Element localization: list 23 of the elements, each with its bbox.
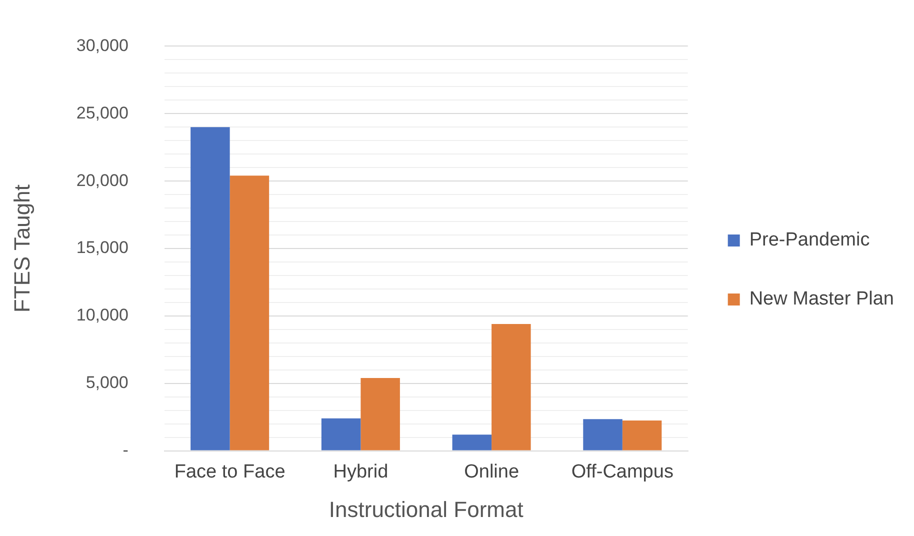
y-tick-label: 20,000 [76,170,128,190]
x-tick-label: Hybrid [333,461,388,482]
bar [230,176,270,450]
y-tick-label: 15,000 [76,238,128,258]
y-axis-title: FTES Taught [9,184,34,312]
x-tick-label: Online [464,461,520,482]
bar [452,434,492,450]
y-tick-label: - [122,440,128,460]
bar [492,324,531,450]
legend-label: New Master Plan [749,288,894,310]
bar [360,378,400,450]
x-axis-title: Instructional Format [328,496,524,522]
x-tick-label: Off-Campus [571,461,674,482]
y-tick-label: 10,000 [76,306,128,325]
bar [583,419,622,450]
x-tick-label: Face to Face [174,461,286,482]
bar [622,420,662,450]
bar [190,127,230,450]
y-tick-label: 5,000 [86,373,128,392]
bar [321,418,361,450]
y-tick-label: 30,000 [76,36,128,55]
y-tick-label: 25,000 [76,103,128,122]
legend-label: Pre-Pandemic [749,230,870,251]
